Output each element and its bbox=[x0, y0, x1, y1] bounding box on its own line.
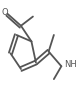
Text: O: O bbox=[1, 8, 8, 17]
Text: NH: NH bbox=[64, 60, 77, 69]
